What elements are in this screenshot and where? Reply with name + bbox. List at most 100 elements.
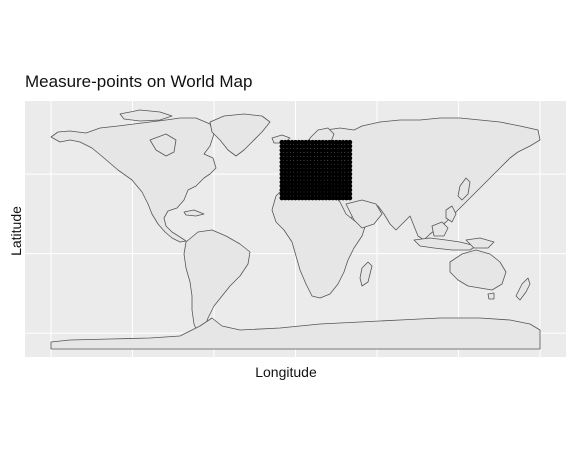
measure-point [286,175,292,181]
measure-point [293,155,298,161]
measure-point [333,179,339,185]
measure-point [286,179,292,185]
measure-point [286,183,292,189]
measure-point [282,187,288,193]
measure-point [303,151,309,157]
measure-point [282,155,288,161]
measure-point [347,171,353,177]
measure-point [340,195,346,201]
measure-point [337,171,343,177]
measure-point [344,179,349,185]
measure-point [306,191,312,197]
measure-point [323,143,329,149]
measure-point [333,151,339,157]
measure-point [337,191,343,197]
measure-point [289,159,295,165]
measure-point [320,187,326,193]
measure-point [323,179,329,185]
measure-point [320,175,326,181]
measure-point [289,167,295,173]
measure-point [320,163,326,169]
measure-point [310,167,315,173]
measure-point [279,179,285,185]
measure-point [303,183,309,189]
measure-point [310,179,315,185]
measure-point [327,175,332,181]
landmass-greenland [209,113,271,157]
measure-point [347,187,353,193]
measure-point [299,139,305,145]
measure-point [293,171,298,177]
measure-point [296,183,302,189]
measure-point [282,147,288,153]
measure-point [310,139,315,145]
measure-point [286,171,292,177]
measure-point [293,195,298,201]
measure-point [286,167,292,173]
measure-point [310,143,315,149]
measure-point [344,143,349,149]
measure-point [327,171,332,177]
measure-point [293,139,298,145]
measure-point [330,147,336,153]
measure-point [313,195,319,201]
measure-point [299,159,305,165]
landmass-indonesia [413,237,477,251]
measure-point [347,195,353,201]
measure-point [323,191,329,197]
measure-point [337,159,343,165]
measure-point [286,151,292,157]
measure-point [279,191,285,197]
map-title: Measure-points on World Map [25,72,253,91]
measure-point [286,195,292,201]
measure-point [306,139,312,145]
measure-point [316,187,322,193]
measure-point [306,175,312,181]
measure-point [296,155,302,161]
measure-point [293,179,298,185]
measure-point [333,167,339,173]
measure-point [344,183,349,189]
measure-point [282,139,288,145]
measure-point [316,195,322,201]
measure-point [289,147,295,153]
measure-point [320,167,326,173]
measure-point [279,147,285,153]
measure-point [299,151,305,157]
measure-point [347,163,353,169]
measure-point [340,187,346,193]
measure-point [293,187,298,193]
measure-point [296,143,302,149]
landmass-antarctica [50,317,541,350]
measure-point [347,139,353,145]
measure-point [303,171,309,177]
measure-point [316,175,322,181]
measure-point [320,191,326,197]
measure-point [340,191,346,197]
measure-point [286,139,292,145]
measure-point [303,195,309,201]
measure-point [279,183,285,189]
measure-point [306,143,312,149]
measure-point [282,167,288,173]
measure-point [344,191,349,197]
measure-point [279,151,285,157]
measure-point [320,159,326,165]
measure-point [303,179,309,185]
measure-point [330,187,336,193]
measure-point [286,147,292,153]
measure-point [282,191,288,197]
measure-point [299,191,305,197]
measure-point [347,179,353,185]
measure-point [330,171,336,177]
measure-point [333,139,339,145]
measure-point [296,171,302,177]
measure-point [303,167,309,173]
measure-point [296,187,302,193]
measure-point [330,143,336,149]
measure-point [340,163,346,169]
measure-point [347,143,353,149]
measure-point [299,175,305,181]
measure-point [313,143,319,149]
measure-point [320,147,326,153]
